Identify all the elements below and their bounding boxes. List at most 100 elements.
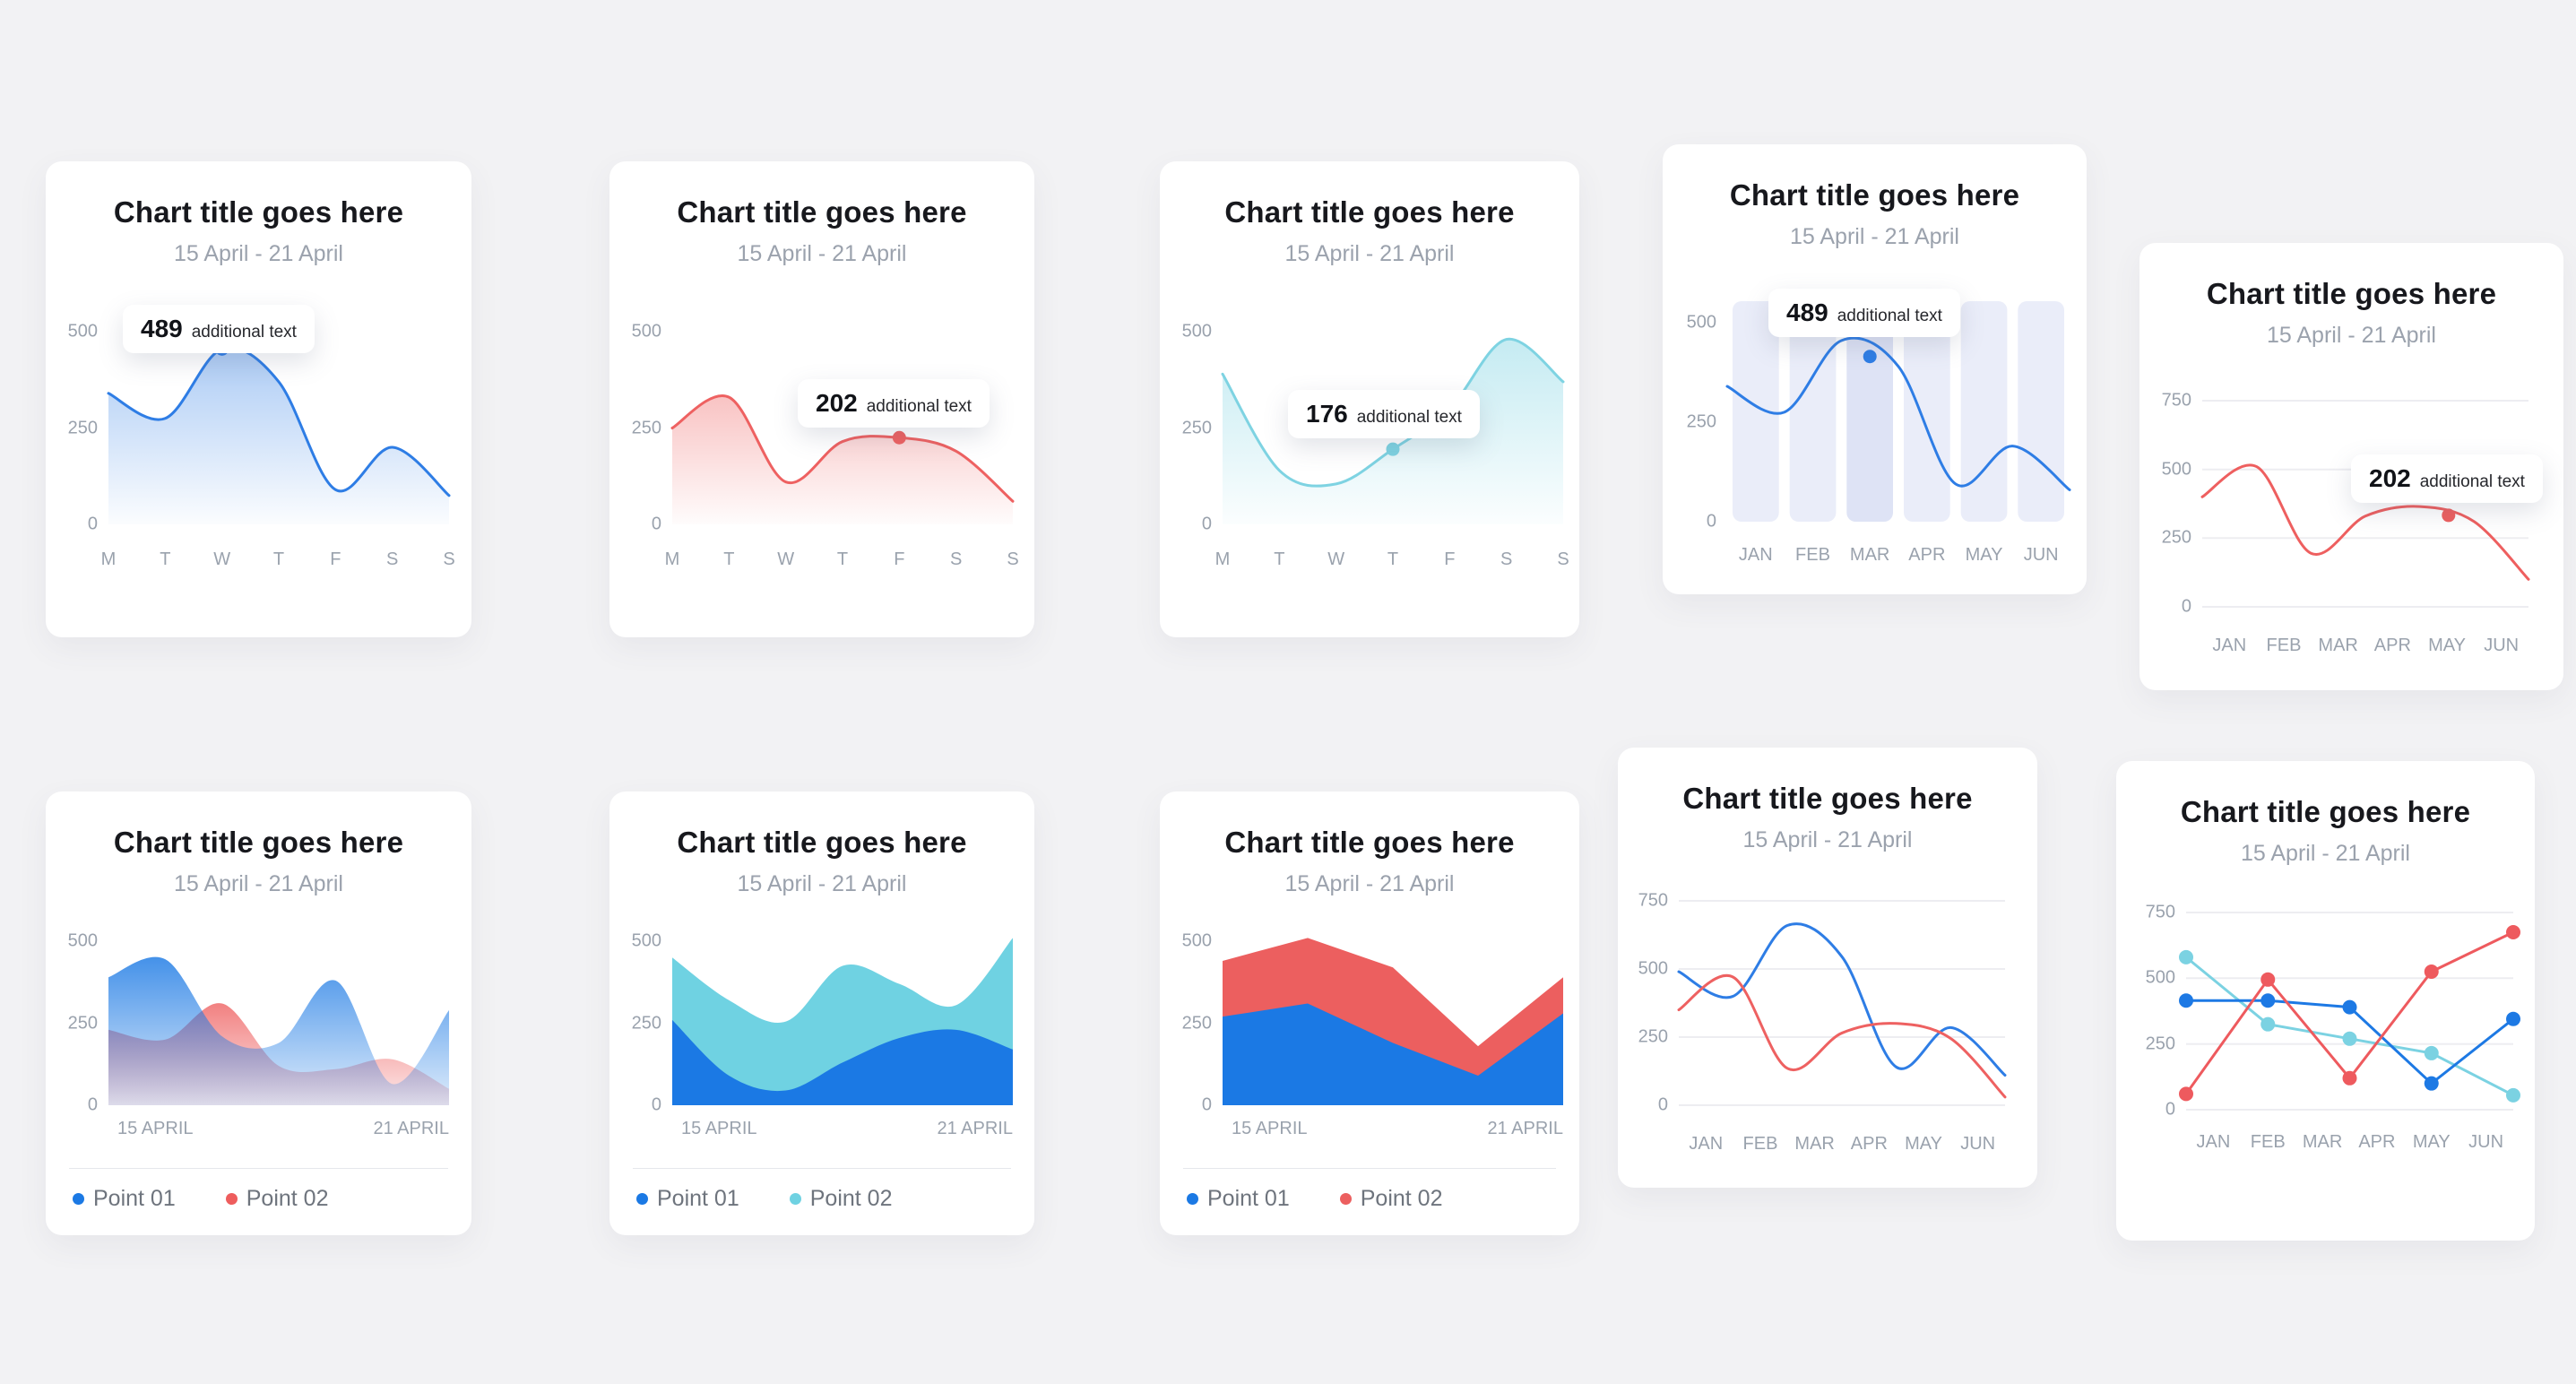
- legend-dot-icon: [225, 1193, 238, 1205]
- line-chart[interactable]: [1677, 900, 2007, 1106]
- x-tick-label: MAR: [2318, 636, 2358, 655]
- y-axis: 500 250 0: [65, 931, 101, 1115]
- area-chart[interactable]: [108, 941, 449, 1105]
- area-chart[interactable]: [1223, 938, 1563, 1105]
- y-tick-label: 500: [631, 321, 661, 342]
- area-chart[interactable]: [672, 938, 1013, 1105]
- card-title: Chart title goes here: [113, 826, 404, 859]
- y-axis: 500 250 0: [629, 322, 665, 534]
- x-tick-label: FEB: [2250, 1132, 2286, 1152]
- chart-card-1: Chart title goes here 15 April - 21 Apri…: [46, 161, 471, 637]
- y-tick-label: 0: [1657, 1094, 1668, 1115]
- area-chart[interactable]: [107, 332, 451, 524]
- chart-card-4: Chart title goes here 15 April - 21 Apri…: [1663, 144, 2087, 594]
- x-tick-label: APR: [2373, 636, 2411, 655]
- legend-label: Point 01: [657, 1186, 739, 1211]
- legend-item-point02[interactable]: Point 02: [1339, 1186, 1443, 1212]
- x-tick-label: JAN: [1738, 545, 1773, 565]
- legend-divider: [69, 1168, 448, 1169]
- x-tick-label: M: [1215, 549, 1231, 569]
- legend-item-point01[interactable]: Point 01: [73, 1186, 176, 1212]
- y-tick-label: 250: [1181, 1013, 1212, 1033]
- legend-item-point01[interactable]: Point 01: [636, 1186, 739, 1212]
- card-subtitle: 15 April - 21 April: [1284, 871, 1455, 896]
- legend-dot-icon: [1187, 1193, 1198, 1205]
- card-subtitle: 15 April - 21 April: [1742, 827, 1913, 852]
- x-tick-label: T: [836, 549, 849, 569]
- y-tick-label: 0: [2165, 1099, 2175, 1120]
- chart-card-6: Chart title goes here 15 April - 21 Apri…: [46, 791, 471, 1235]
- legend-dot-icon: [636, 1193, 648, 1205]
- card-subtitle: 15 April - 21 April: [174, 241, 343, 266]
- legend: Point 01 Point 02: [1187, 1186, 1443, 1212]
- x-tick-label: APR: [1850, 1134, 1888, 1154]
- area-chart[interactable]: [670, 332, 1015, 524]
- x-tick-label: F: [330, 549, 341, 569]
- y-tick-label: 750: [2161, 390, 2191, 411]
- y-tick-label: 500: [1686, 312, 1716, 333]
- card-subtitle: 15 April - 21 April: [2241, 841, 2410, 866]
- x-tick-label: T: [272, 549, 285, 569]
- card-title: Chart title goes here: [2180, 795, 2471, 828]
- x-tick-label: S: [443, 549, 455, 569]
- x-tick-label: APR: [1908, 545, 1946, 565]
- y-tick-label: 250: [67, 1013, 98, 1033]
- tooltip-label: additional text: [866, 397, 972, 416]
- tooltip-value: 489: [1786, 298, 1828, 326]
- legend-item-point02[interactable]: Point 02: [789, 1186, 893, 1212]
- legend-dot-icon: [789, 1193, 801, 1205]
- y-axis: 750 500 250 0: [2159, 391, 2195, 617]
- y-tick-label: 500: [67, 930, 98, 951]
- card-subtitle: 15 April - 21 April: [174, 871, 343, 896]
- chart-card-2: Chart title goes here 15 April - 21 Apri…: [609, 161, 1034, 637]
- x-axis: 15 APRIL 21 APRIL: [108, 1119, 449, 1140]
- y-tick-label: 500: [2161, 459, 2191, 480]
- card-title: Chart title goes here: [1682, 782, 1973, 815]
- x-tick-label: JUN: [2023, 545, 2059, 565]
- y-axis: 500 250 0: [65, 322, 101, 534]
- x-tick-label: M: [100, 549, 117, 569]
- legend: Point 01 Point 02: [636, 1186, 893, 1212]
- legend-item-point02[interactable]: Point 02: [225, 1186, 329, 1212]
- x-tick-label: JUN: [2468, 1132, 2504, 1152]
- line-chart[interactable]: [2179, 912, 2520, 1111]
- y-tick-label: 0: [1201, 1094, 1212, 1115]
- x-tick-label: S: [385, 549, 399, 569]
- y-tick-label: 250: [2145, 1034, 2175, 1054]
- tooltip-value: 202: [2369, 464, 2411, 492]
- chart-tooltip: 176 additional text: [1288, 390, 1480, 438]
- x-tick-label: MAR: [1849, 545, 1890, 565]
- tooltip-value: 176: [1306, 400, 1348, 428]
- x-tick-label: T: [1274, 549, 1285, 569]
- area-chart[interactable]: [1221, 332, 1565, 524]
- card-subtitle: 15 April - 21 April: [1790, 224, 1959, 249]
- tooltip-label: additional text: [1837, 307, 1942, 325]
- x-tick-label: T: [1387, 549, 1399, 569]
- x-tick-label: 15 APRIL: [1232, 1119, 1308, 1138]
- legend-label: Point 01: [1207, 1186, 1290, 1211]
- legend-dot-icon: [73, 1193, 84, 1205]
- y-tick-label: 500: [631, 930, 661, 951]
- y-tick-label: 250: [2161, 527, 2191, 548]
- legend-divider: [633, 1168, 1011, 1169]
- x-tick-label: FEB: [1742, 1134, 1778, 1154]
- y-tick-label: 500: [2145, 967, 2175, 988]
- x-tick-label: 21 APRIL: [1487, 1119, 1563, 1138]
- x-tick-label: 21 APRIL: [373, 1119, 449, 1138]
- x-tick-label: FEB: [2266, 636, 2302, 655]
- x-tick-label: 21 APRIL: [937, 1119, 1013, 1138]
- legend-item-point01[interactable]: Point 01: [1187, 1186, 1290, 1212]
- x-tick-label: F: [894, 549, 905, 569]
- x-axis: 15 APRIL 21 APRIL: [1223, 1119, 1563, 1140]
- legend-divider: [1183, 1168, 1556, 1169]
- card-subtitle: 15 April - 21 April: [2267, 323, 2436, 348]
- card-title: Chart title goes here: [2206, 277, 2497, 310]
- line-chart[interactable]: [1725, 301, 2071, 522]
- y-tick-label: 0: [1706, 511, 1716, 532]
- line-chart[interactable]: [2200, 400, 2530, 608]
- x-tick-label: S: [1007, 549, 1019, 569]
- card-subtitle: 15 April - 21 April: [737, 241, 907, 266]
